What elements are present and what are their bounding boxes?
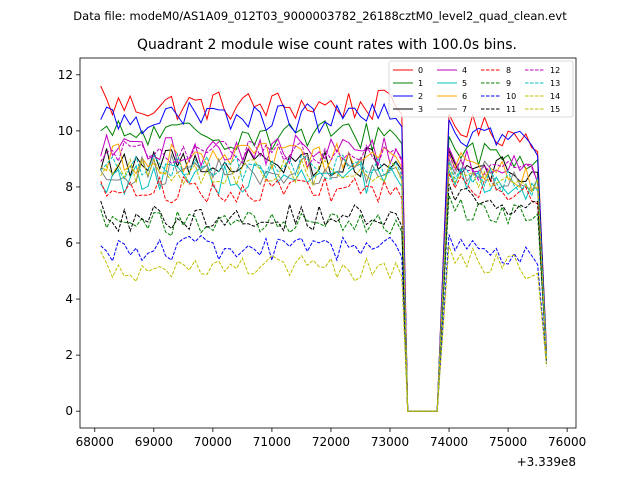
x-tick-label: 75000 (489, 435, 527, 449)
y-tick-label: 8 (65, 180, 73, 194)
x-tick-label: 72000 (312, 435, 350, 449)
legend-label-1: 1 (418, 79, 423, 88)
series-line-6 (100, 141, 547, 412)
series-line-1 (100, 119, 547, 412)
y-tick-label: 4 (65, 292, 73, 306)
x-tick-label: 69000 (135, 435, 173, 449)
x-offset-label: +3.339e8 (517, 455, 576, 469)
legend-label-5: 5 (462, 79, 467, 88)
legend-label-3: 3 (418, 105, 423, 114)
legend-box (388, 60, 574, 118)
series-line-14 (100, 245, 547, 412)
series-line-7 (100, 152, 547, 412)
series-line-0 (100, 85, 547, 412)
series-line-4 (100, 133, 547, 412)
legend-label-0: 0 (418, 66, 423, 75)
legend-label-12: 12 (550, 66, 560, 75)
axis-ticks: 68000 69000 70000 71000 72000 73000 74000 75000… (58, 68, 587, 449)
x-tick-label: 73000 (371, 435, 409, 449)
series-line-10 (100, 234, 547, 412)
legend-label-13: 13 (550, 79, 560, 88)
series-line-12 (100, 140, 547, 412)
y-tick-label: 0 (65, 404, 73, 418)
y-tick-label: 12 (58, 68, 73, 82)
y-tick-label: 2 (65, 348, 73, 362)
legend-label-7: 7 (462, 105, 467, 114)
legend-label-15: 15 (550, 105, 560, 114)
series-line-2 (100, 101, 547, 412)
data-file-label: Data file: modeM0/AS1A09_012T03_90000037… (73, 9, 567, 23)
legend-label-8: 8 (506, 66, 511, 75)
chart-title: Quadrant 2 module wise count rates with … (137, 37, 517, 53)
x-tick-label: 70000 (194, 435, 232, 449)
series-line-9 (100, 195, 547, 412)
series-line-13 (100, 152, 547, 412)
legend-label-11: 11 (506, 105, 516, 114)
y-tick-label: 6 (65, 236, 73, 250)
series-line-8 (100, 172, 547, 412)
plot-area: 68000 69000 70000 71000 72000 73000 74000 75000… (58, 57, 587, 469)
legend-label-14: 14 (550, 92, 560, 101)
series-layer (100, 85, 547, 412)
legend-label-4: 4 (462, 66, 467, 75)
series-line-11 (100, 183, 547, 412)
y-tick-label: 10 (58, 124, 73, 138)
x-tick-label: 71000 (253, 435, 291, 449)
x-tick-label: 76000 (548, 435, 586, 449)
legend-label-9: 9 (506, 79, 511, 88)
series-line-15 (100, 157, 547, 412)
series-line-3 (100, 146, 547, 412)
legend-label-10: 10 (506, 92, 516, 101)
x-tick-label: 68000 (76, 435, 114, 449)
x-tick-label: 74000 (430, 435, 468, 449)
legend-label-6: 6 (462, 92, 467, 101)
legend-label-2: 2 (418, 92, 423, 101)
